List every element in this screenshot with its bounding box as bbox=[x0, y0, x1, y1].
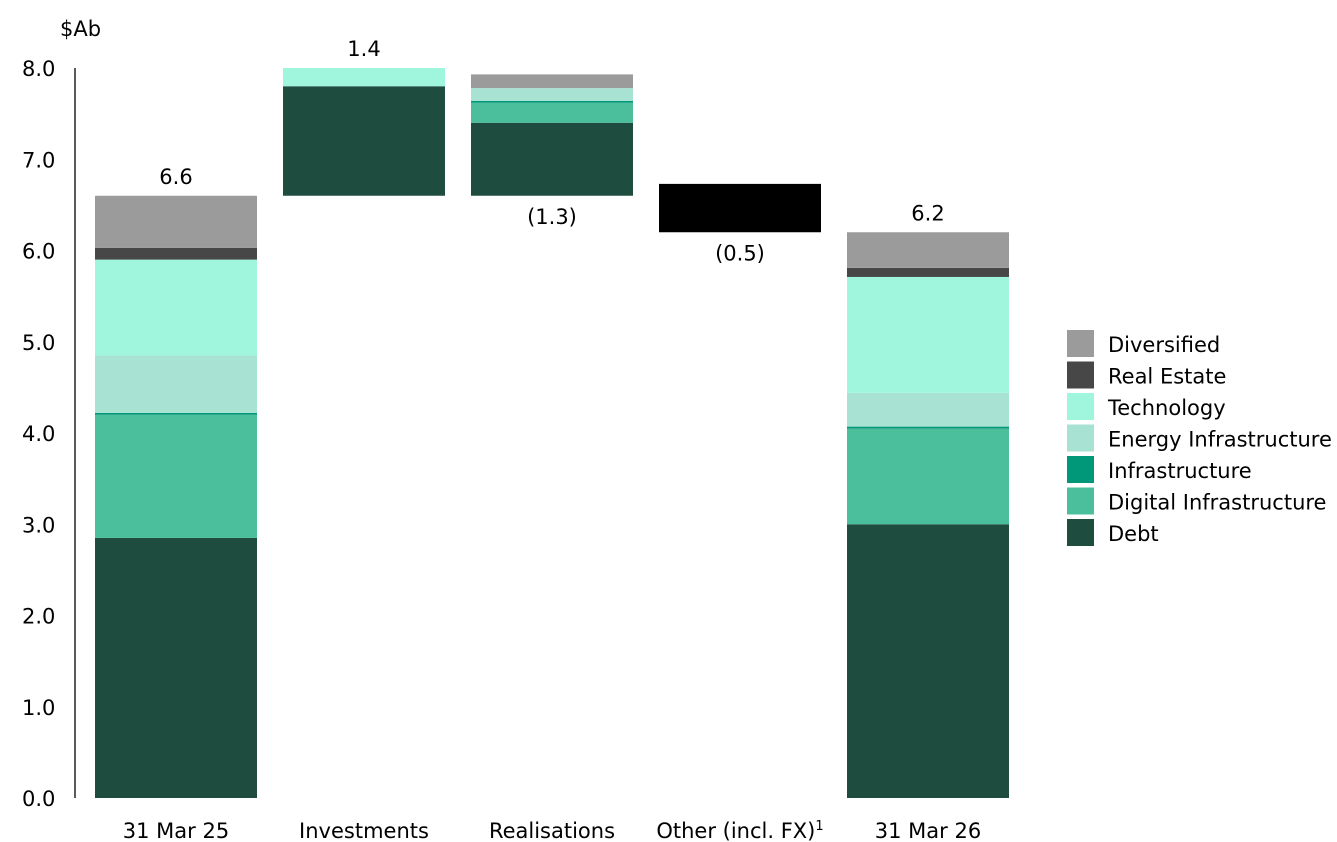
y-tick-label: 2.0 bbox=[22, 605, 55, 629]
bar-segment bbox=[95, 355, 257, 413]
bar-segments bbox=[95, 68, 1009, 798]
legend-label: Technology bbox=[1107, 396, 1226, 420]
legend-swatch bbox=[1067, 393, 1094, 420]
legend-swatch bbox=[1067, 519, 1094, 546]
legend-swatch bbox=[1067, 456, 1094, 483]
bar-segment bbox=[847, 428, 1009, 525]
bar-segment bbox=[471, 100, 633, 103]
total-label: (1.3) bbox=[527, 205, 577, 229]
bar-segment bbox=[283, 86, 445, 196]
bar-segment bbox=[659, 183, 821, 233]
bar-segment bbox=[847, 276, 1009, 393]
legend-label: Diversified bbox=[1108, 333, 1220, 357]
category-labels: 31 Mar 25 Investments Realisations Other (i… bbox=[123, 819, 981, 842]
bar-segment bbox=[847, 392, 1009, 427]
y-tick-label: 1.0 bbox=[22, 696, 55, 720]
y-tick-labels: 0.0 1.0 2.0 3.0 4.0 5.0 6.0 7.0 8.0 bbox=[22, 57, 55, 811]
bar-segment bbox=[95, 412, 257, 415]
legend: Diversified Real Estate Technology Energy I… bbox=[1067, 330, 1332, 546]
bar-segment bbox=[471, 102, 633, 123]
y-tick-label: 3.0 bbox=[22, 513, 55, 537]
legend-label: Energy Infrastructure bbox=[1108, 428, 1332, 452]
total-label: (0.5) bbox=[715, 241, 765, 265]
bar-segment bbox=[95, 259, 257, 356]
total-labels: 6.6 1.4 (1.3) (0.5) 6.2 bbox=[159, 37, 944, 265]
legend-swatch bbox=[1067, 487, 1094, 515]
legend-swatch bbox=[1067, 330, 1094, 357]
y-tick-label: 7.0 bbox=[22, 148, 55, 172]
total-label: 6.2 bbox=[911, 201, 944, 225]
legend-label: Digital Infrastructure bbox=[1108, 491, 1326, 515]
category-label: Other (incl. FX)1 bbox=[656, 819, 823, 842]
total-label: 6.6 bbox=[159, 165, 192, 189]
legend-swatch bbox=[1067, 361, 1094, 389]
bar-segment bbox=[847, 232, 1009, 268]
bar-segment bbox=[95, 195, 257, 248]
bar-segment bbox=[95, 414, 257, 538]
bar-segment bbox=[847, 426, 1009, 429]
category-label: Realisations bbox=[489, 819, 615, 842]
bar-segment bbox=[283, 68, 445, 87]
category-label: 31 Mar 26 bbox=[875, 819, 981, 842]
category-label: Investments bbox=[299, 819, 429, 842]
bar-segment bbox=[471, 122, 633, 196]
legend-label: Real Estate bbox=[1108, 365, 1226, 389]
y-tick-label: 6.0 bbox=[22, 240, 55, 264]
bar-segment bbox=[95, 537, 257, 798]
legend-label: Infrastructure bbox=[1108, 459, 1252, 483]
bar-segment bbox=[847, 267, 1009, 277]
category-label: 31 Mar 25 bbox=[123, 819, 229, 842]
bar-segment bbox=[95, 247, 257, 260]
bar-segment bbox=[471, 88, 633, 101]
y-tick-label: 8.0 bbox=[22, 57, 55, 81]
y-tick-label: 5.0 bbox=[22, 331, 55, 355]
legend-label: Debt bbox=[1108, 522, 1159, 546]
unit-label: $Ab bbox=[60, 17, 101, 41]
y-tick-label: 0.0 bbox=[22, 787, 55, 811]
bar-segment bbox=[471, 74, 633, 89]
total-label: 1.4 bbox=[347, 37, 380, 61]
y-tick-label: 4.0 bbox=[22, 422, 55, 446]
bar-segment bbox=[847, 524, 1009, 798]
legend-swatch bbox=[1067, 424, 1094, 452]
